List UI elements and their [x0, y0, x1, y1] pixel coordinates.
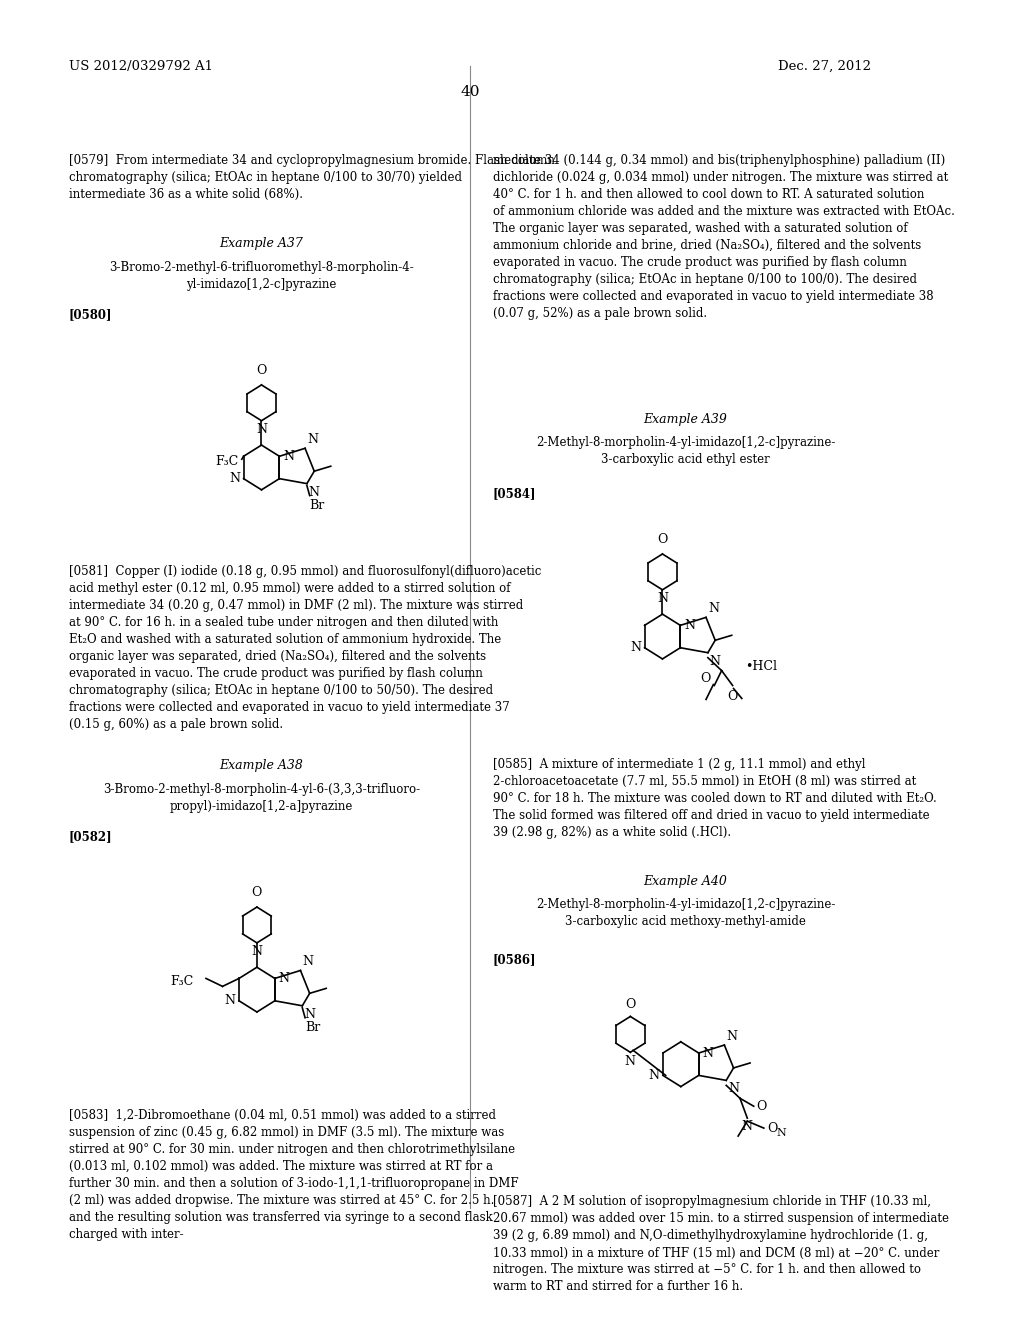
- Text: N: N: [304, 1007, 315, 1020]
- Text: N: N: [308, 486, 319, 499]
- Text: N: N: [657, 591, 668, 605]
- Text: [0584]: [0584]: [493, 487, 537, 500]
- Text: F₃C: F₃C: [170, 975, 194, 987]
- Text: N: N: [726, 1030, 737, 1043]
- Text: O: O: [626, 998, 636, 1011]
- Text: [0583]  1,2-Dibromoethane (0.04 ml, 0.51 mmol) was added to a stirred
suspension: [0583] 1,2-Dibromoethane (0.04 ml, 0.51 …: [69, 1109, 518, 1241]
- Text: F₃C: F₃C: [216, 455, 239, 467]
- Text: N: N: [229, 473, 240, 486]
- Text: [0587]  A 2 M solution of isopropylmagnesium chloride in THF (10.33 ml,
20.67 mm: [0587] A 2 M solution of isopropylmagnes…: [493, 1196, 948, 1294]
- Text: N: N: [702, 1047, 714, 1060]
- Text: 2-Methyl-8-morpholin-4-yl-imidazo[1,2-c]pyrazine-
3-carboxylic acid methoxy-meth: 2-Methyl-8-morpholin-4-yl-imidazo[1,2-c]…: [536, 898, 836, 928]
- Text: [0585]  A mixture of intermediate 1 (2 g, 11.1 mmol) and ethyl
2-chloroacetoacet: [0585] A mixture of intermediate 1 (2 g,…: [493, 758, 937, 840]
- Text: N: N: [283, 450, 294, 463]
- Text: Br: Br: [305, 1020, 321, 1034]
- Text: Br: Br: [309, 499, 325, 512]
- Text: N: N: [648, 1069, 659, 1082]
- Text: [0586]: [0586]: [493, 953, 537, 966]
- Text: N: N: [710, 655, 721, 668]
- Text: O: O: [727, 690, 738, 704]
- Text: O: O: [700, 672, 711, 685]
- Text: mediate 34 (0.144 g, 0.34 mmol) and bis(triphenylphosphine) palladium (II)
dichl: mediate 34 (0.144 g, 0.34 mmol) and bis(…: [493, 154, 954, 321]
- Text: [0582]: [0582]: [69, 830, 113, 843]
- Text: Dec. 27, 2012: Dec. 27, 2012: [778, 59, 870, 73]
- Text: 40: 40: [460, 84, 479, 99]
- Text: N: N: [279, 972, 290, 985]
- Text: N: N: [625, 1055, 636, 1068]
- Text: US 2012/0329792 A1: US 2012/0329792 A1: [69, 59, 213, 73]
- Text: N: N: [630, 642, 641, 655]
- Text: O: O: [256, 364, 266, 378]
- Text: •HCl: •HCl: [745, 660, 777, 673]
- Text: N: N: [224, 994, 236, 1007]
- Text: N: N: [708, 602, 719, 615]
- Text: N: N: [684, 619, 695, 632]
- Text: 3-Bromo-2-methyl-8-morpholin-4-yl-6-(3,3,3-trifluoro-
propyl)-imidazo[1,2-a]pyra: 3-Bromo-2-methyl-8-morpholin-4-yl-6-(3,3…: [103, 783, 420, 813]
- Text: Example A38: Example A38: [219, 759, 303, 772]
- Text: 2-Methyl-8-morpholin-4-yl-imidazo[1,2-c]pyrazine-
3-carboxylic acid ethyl ester: 2-Methyl-8-morpholin-4-yl-imidazo[1,2-c]…: [536, 436, 836, 466]
- Text: N: N: [256, 422, 267, 436]
- Text: [0581]  Copper (I) iodide (0.18 g, 0.95 mmol) and fluorosulfonyl(difluoro)acetic: [0581] Copper (I) iodide (0.18 g, 0.95 m…: [69, 565, 542, 731]
- Text: O: O: [757, 1100, 767, 1113]
- Text: N: N: [252, 945, 262, 958]
- Text: O: O: [768, 1122, 778, 1135]
- Text: N: N: [741, 1121, 753, 1133]
- Text: Example A40: Example A40: [643, 875, 727, 888]
- Text: N: N: [776, 1129, 786, 1138]
- Text: Example A39: Example A39: [643, 413, 727, 426]
- Text: N: N: [302, 956, 313, 969]
- Text: N: N: [307, 433, 317, 446]
- Text: [0579]  From intermediate 34 and cyclopropylmagnesium bromide. Flash column
chro: [0579] From intermediate 34 and cyclopro…: [69, 154, 555, 201]
- Text: O: O: [657, 533, 668, 546]
- Text: 3-Bromo-2-methyl-6-trifluoromethyl-8-morpholin-4-
yl-imidazo[1,2-c]pyrazine: 3-Bromo-2-methyl-6-trifluoromethyl-8-mor…: [110, 260, 414, 290]
- Text: N: N: [728, 1082, 739, 1096]
- Text: Example A37: Example A37: [219, 236, 303, 249]
- Text: [0580]: [0580]: [69, 309, 113, 321]
- Text: O: O: [252, 886, 262, 899]
